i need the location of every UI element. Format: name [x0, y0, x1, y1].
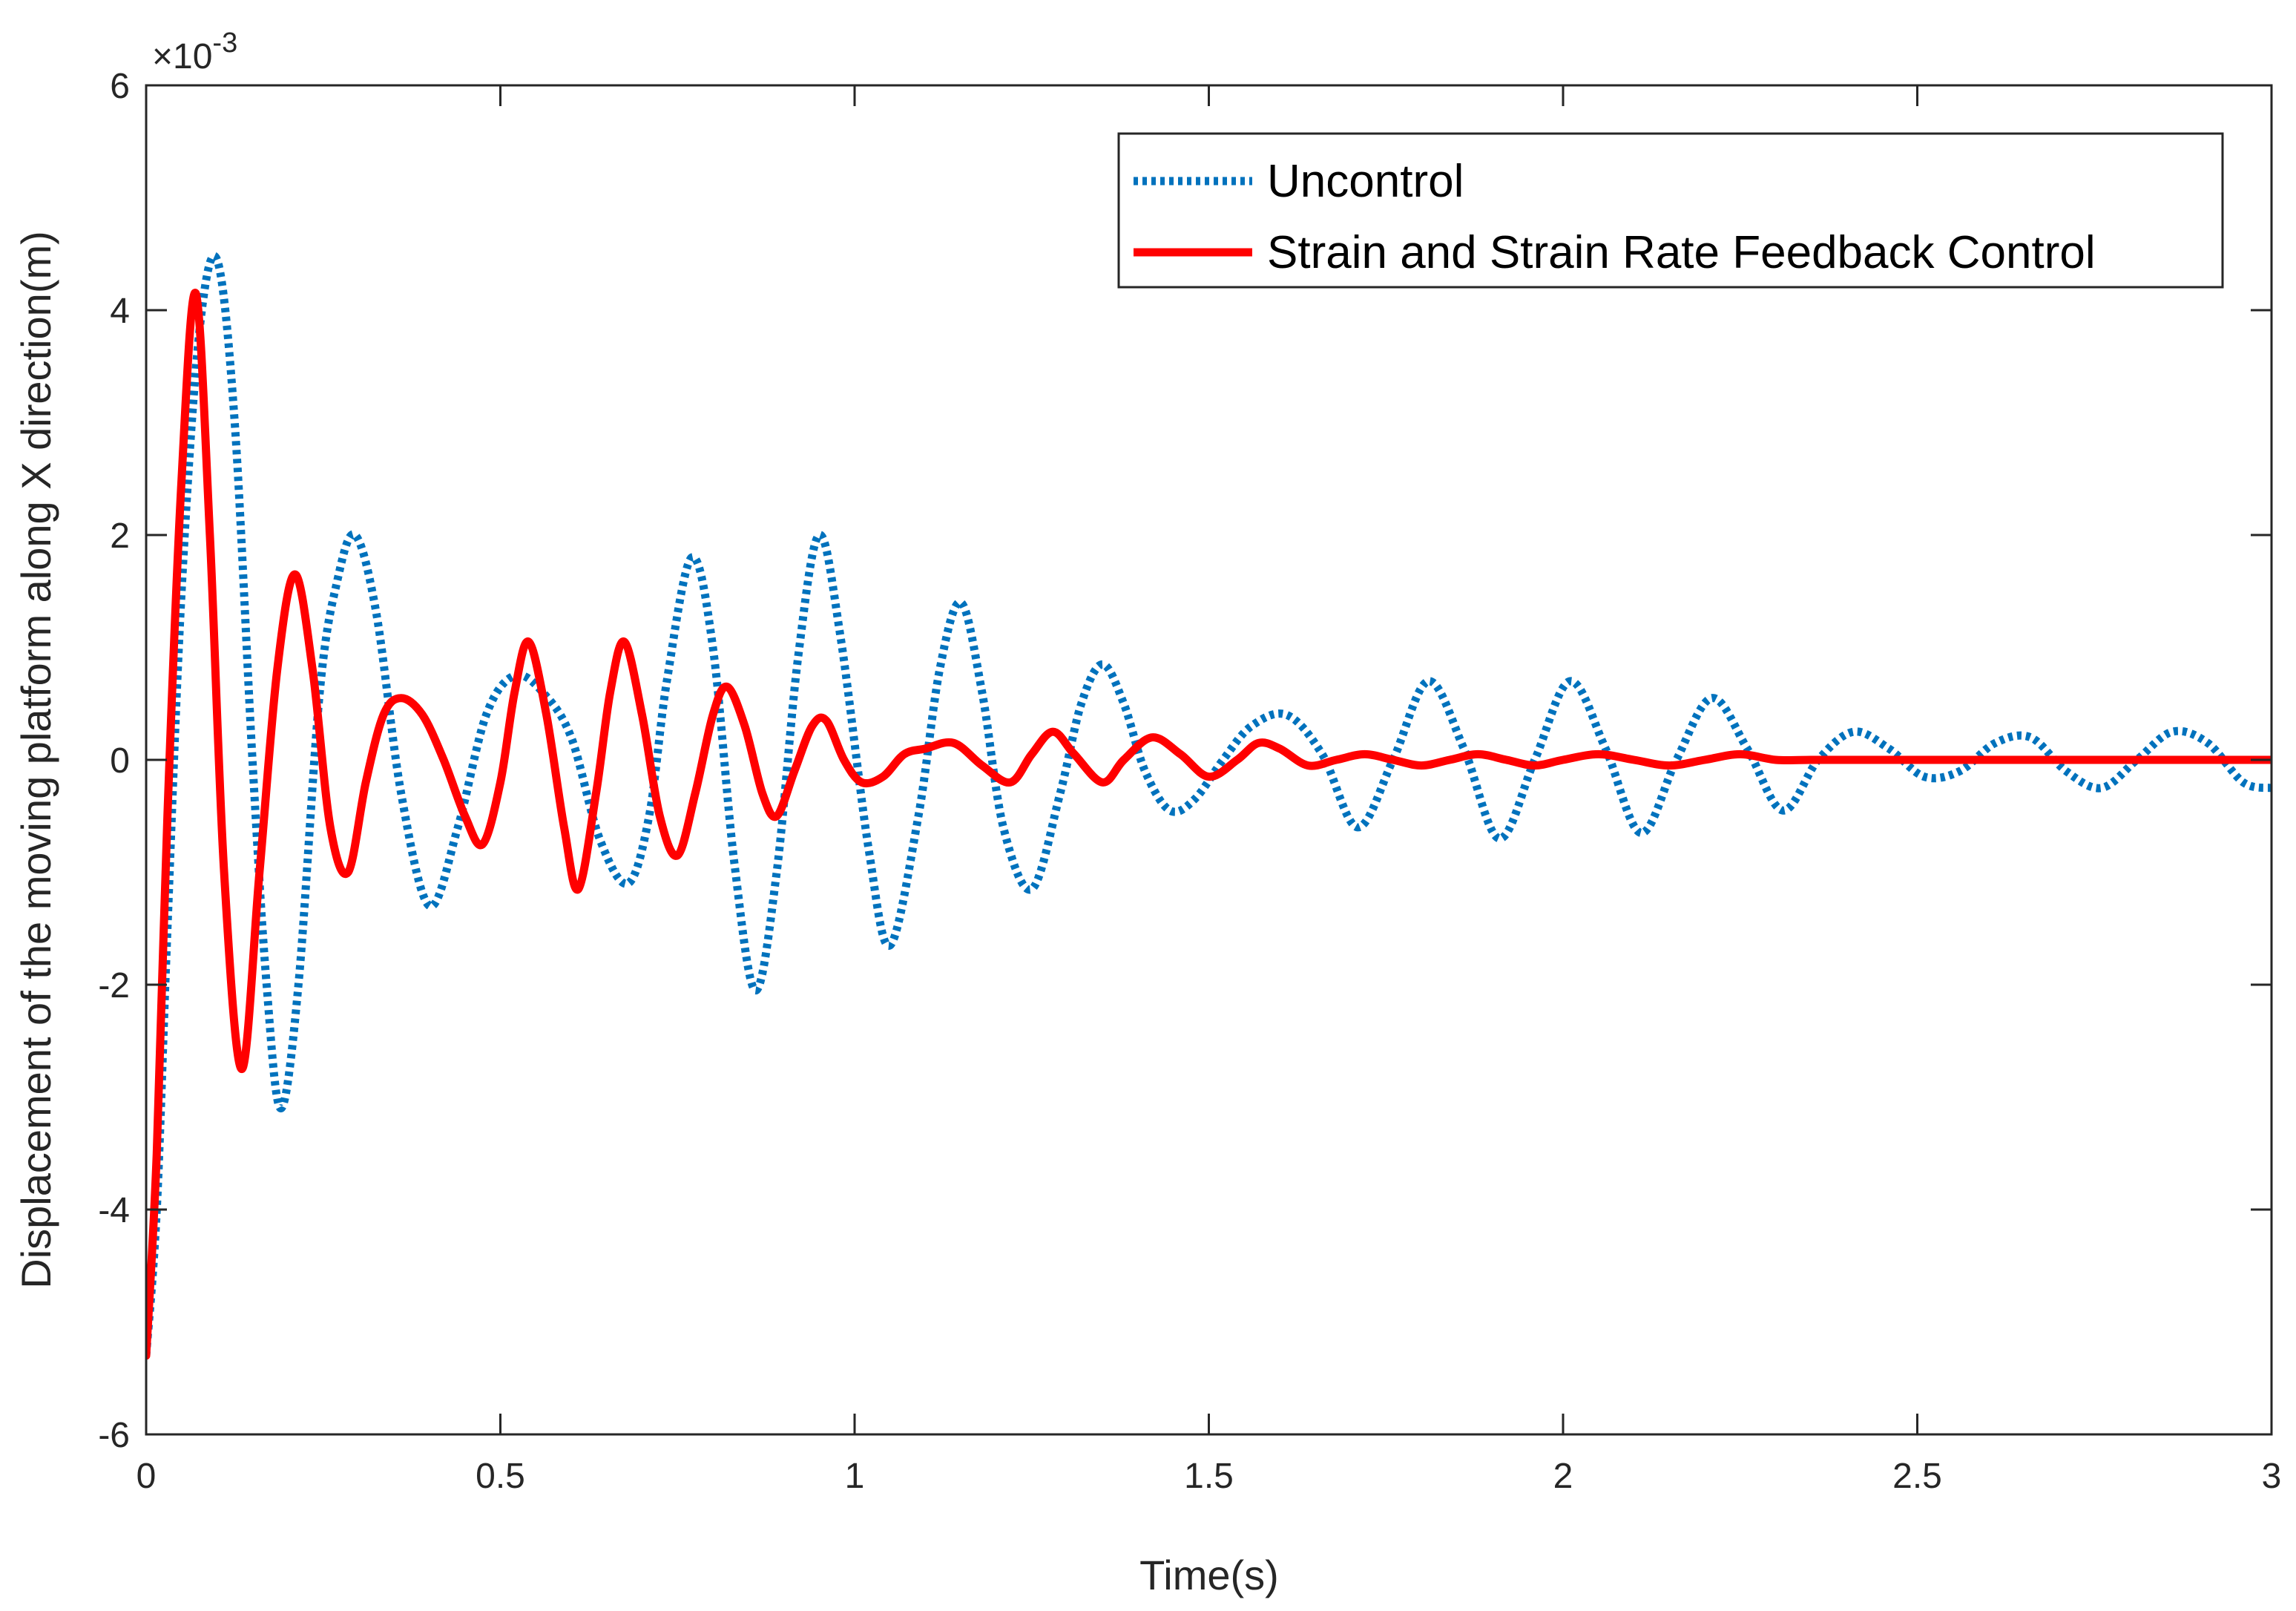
plot-frame	[145, 84, 2273, 1436]
x-tick-label: 2	[1553, 1457, 1573, 1496]
y-tick-label: 2	[110, 516, 130, 556]
y-tick-label: 6	[110, 67, 130, 106]
x-tick-label: 3	[2262, 1457, 2282, 1496]
x-tick-label: 1.5	[1184, 1457, 1234, 1496]
series-line-feedback-control	[146, 289, 2272, 1360]
legend-entry-feedback-control: Strain and Strain Rate Feedback Control	[1267, 227, 2096, 278]
exponent-label: ×10-3	[152, 27, 237, 76]
series-line-uncontrol	[146, 252, 2272, 1356]
x-tick-label: 1	[845, 1457, 865, 1496]
legend-box	[1117, 132, 2224, 289]
x-tick-label: 2.5	[1892, 1457, 1942, 1496]
series-layer	[146, 252, 2272, 1360]
y-tick-label: -6	[98, 1416, 130, 1455]
legend: Uncontrol Strain and Strain Rate Feedbac…	[1117, 132, 2224, 289]
y-axis-label: Displacement of the moving platform alon…	[13, 231, 59, 1289]
y-tick-label: 0	[110, 741, 130, 781]
y-tick-label: 4	[110, 292, 130, 331]
ticks-layer: 0 0.5 1 1.5 2 2.5 3 -6 -4 -2 0 2 4 6	[98, 67, 2281, 1496]
y-tick-label: -4	[98, 1191, 130, 1230]
y-tick-label: -2	[98, 966, 130, 1005]
x-tick-label: 0.5	[476, 1457, 525, 1496]
x-tick-label: 0	[136, 1457, 157, 1496]
x-axis-label: Time(s)	[1139, 1552, 1279, 1598]
legend-entry-uncontrol: Uncontrol	[1267, 156, 1464, 207]
